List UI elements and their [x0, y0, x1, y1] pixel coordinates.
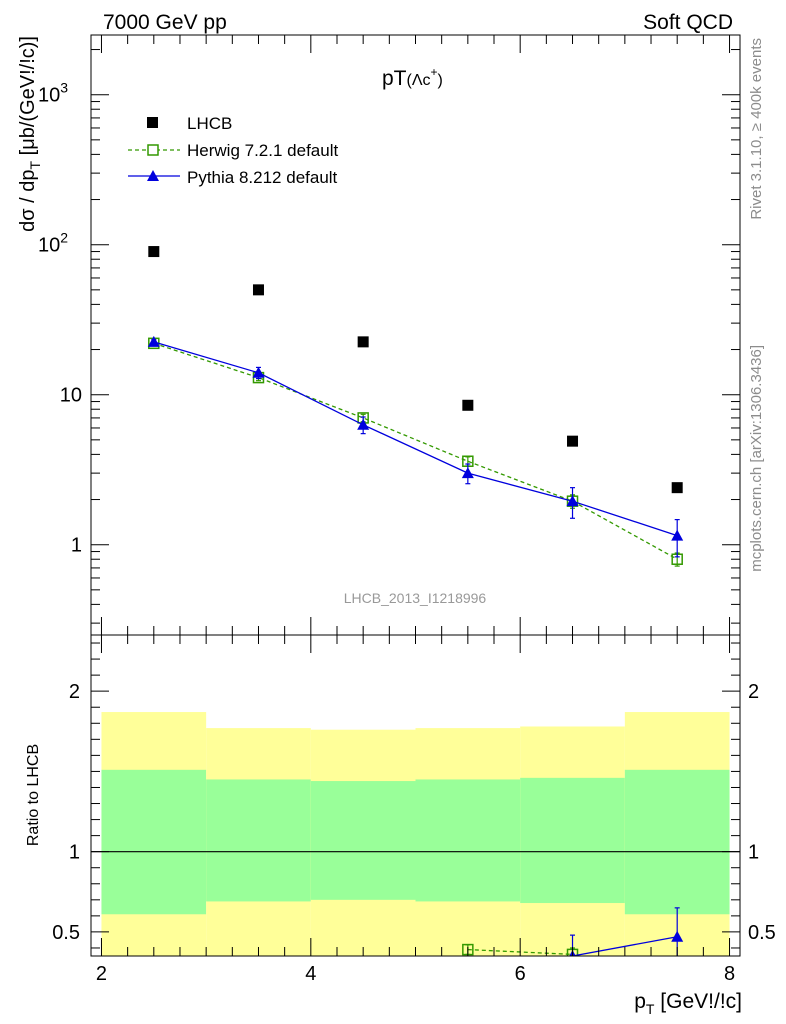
ratio-y-tick-label-left: 0.5	[52, 922, 80, 944]
ratio-band-green	[101, 769, 207, 915]
main-herwig-line	[153, 342, 678, 560]
ratio-y-tick-label-left: 2	[69, 681, 80, 703]
ratio-pythia-point	[671, 930, 684, 942]
main-pythia-point	[147, 335, 160, 347]
main-ylabel-main: dσ / dp	[17, 169, 39, 231]
main-title: pT(Λc+)	[382, 65, 443, 90]
main-ylabel: dσ / dpT [μb/(GeV!/!c)]	[17, 36, 43, 232]
x-tick-label: 6	[515, 963, 526, 985]
main-pythia-point	[566, 495, 579, 507]
main-axis-ticks	[91, 35, 740, 635]
main-pythia-point	[461, 467, 474, 479]
main-y-tick-label: 1	[71, 535, 82, 557]
main-y-tick-label-exp: 2	[60, 230, 68, 246]
main-lhcb-point	[462, 399, 474, 411]
ratio-y-tick-labels: 0.5 0.5 1 1 2 2	[52, 681, 776, 944]
main-y-tick-label-base: 1	[71, 535, 82, 557]
header-left: 7000 GeV pp	[103, 11, 227, 34]
legend: LHCB Herwig 7.2.1 default Pythia 8.212 d…	[128, 114, 338, 187]
ratio-axis-ticks	[91, 635, 740, 956]
x-axis-title: pT [GeV!/!c]	[634, 990, 742, 1017]
main-y-tick-label: 103	[38, 80, 68, 107]
main-y-tick-label: 10	[60, 385, 82, 407]
x-tick-label: 8	[724, 963, 735, 985]
main-series	[147, 246, 684, 567]
main-pythia-point	[671, 529, 684, 541]
x-axis-title-sub: T	[646, 1001, 655, 1017]
x-tick-label: 2	[96, 963, 107, 985]
ratio-band-green	[624, 769, 730, 915]
legend-pythia-label: Pythia 8.212 default	[187, 168, 338, 187]
main-lhcb-point	[148, 246, 160, 258]
ratio-y-tick-label-right: 2	[748, 681, 759, 703]
x-tick-label: 4	[305, 963, 316, 985]
main-title-close: )	[438, 72, 443, 89]
main-title-sup: +	[431, 65, 438, 79]
x-axis-title-tail: [GeV!/!c]	[654, 990, 742, 1013]
legend-herwig-marker	[147, 144, 159, 156]
main-pythia-point	[252, 366, 265, 378]
x-axis-title-main: p	[634, 990, 646, 1013]
main-y-tick-label: 102	[38, 230, 68, 257]
legend-herwig-label: Herwig 7.2.1 default	[187, 141, 338, 160]
ratio-ylabel: Ratio to LHCB	[25, 744, 42, 846]
legend-pythia-marker	[147, 170, 159, 181]
ratio-band-green	[415, 779, 521, 902]
main-y-tick-label-base: 10	[38, 85, 60, 107]
x-tick-labels: 2 4 6 8	[96, 963, 735, 985]
main-lhcb-point	[671, 482, 683, 494]
main-title-main: pT	[382, 67, 407, 90]
main-ylabel-sub: T	[27, 160, 43, 169]
main-ylabel-tail: [μb/(GeV!/!c)]	[17, 36, 39, 161]
main-lhcb-point	[567, 435, 579, 447]
main-pythia-point	[357, 418, 370, 430]
ratio-band-green	[310, 781, 416, 900]
watermark: LHCB_2013_I1218996	[344, 590, 487, 606]
ratio-band-green	[520, 777, 625, 904]
ratio-pythia-line	[572, 936, 678, 956]
ratio-bands	[91, 712, 740, 956]
ratio-y-tick-label-right: 0.5	[748, 922, 776, 944]
main-title-sub: (Λc	[407, 72, 431, 89]
header-right: Soft QCD	[643, 11, 733, 34]
ratio-y-tick-label-right: 1	[748, 842, 759, 864]
mcplots-label: mcplots.cern.ch [arXiv:1306.3436]	[748, 345, 765, 572]
main-lhcb-point	[252, 284, 264, 296]
main-lhcb-point	[357, 336, 369, 348]
main-y-tick-label-base: 10	[38, 235, 60, 257]
legend-lhcb-marker	[147, 117, 158, 128]
ratio-band-green	[206, 779, 311, 902]
ratio-frame	[90, 634, 741, 957]
main-y-tick-label-base: 10	[60, 385, 82, 407]
main-pythia-line	[153, 341, 678, 537]
main-y-tick-label-exp: 3	[60, 80, 68, 96]
legend-lhcb-label: LHCB	[187, 114, 232, 133]
rivet-label: Rivet 3.1.10, ≥ 400k events	[748, 38, 765, 220]
ratio-y-tick-label-left: 1	[69, 842, 80, 864]
